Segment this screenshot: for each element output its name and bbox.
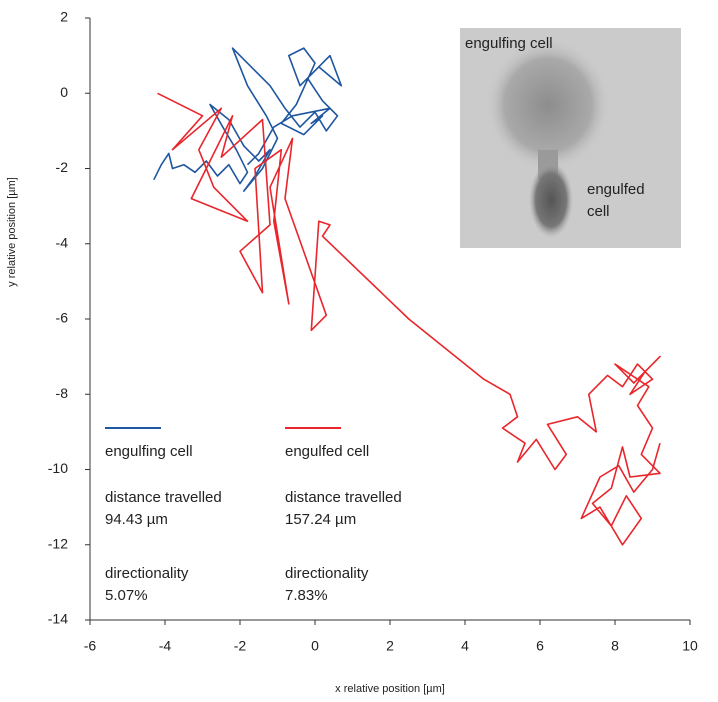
stat-value: 94.43 µm bbox=[105, 511, 168, 528]
x-tick-label: 6 bbox=[536, 638, 544, 654]
stat-label: directionality bbox=[105, 565, 189, 582]
x-tick-label: 4 bbox=[461, 638, 469, 654]
y-tick-label: 0 bbox=[60, 84, 68, 100]
y-tick-label: -4 bbox=[56, 234, 69, 250]
inset-label: cell bbox=[587, 203, 610, 220]
x-tick-label: 2 bbox=[386, 638, 394, 654]
x-axis-label: x relative position [µm] bbox=[335, 683, 445, 695]
legend-label: engulfed cell bbox=[285, 443, 369, 460]
inset-label: engulfed bbox=[587, 181, 645, 198]
stat-value: 5.07% bbox=[105, 587, 148, 604]
x-tick-label: 8 bbox=[611, 638, 619, 654]
y-tick-label: -6 bbox=[56, 310, 69, 326]
y-tick-label: 2 bbox=[60, 9, 68, 25]
x-tick-label: -4 bbox=[159, 638, 172, 654]
stat-value: 157.24 µm bbox=[285, 511, 356, 528]
trajectory bbox=[153, 47, 343, 192]
trajectory bbox=[157, 92, 661, 546]
stat-value: 7.83% bbox=[285, 587, 328, 604]
y-axis-label: y relative position [µm] bbox=[6, 177, 18, 287]
y-tick-label: -12 bbox=[48, 535, 68, 551]
y-tick-label: -14 bbox=[48, 611, 68, 627]
x-tick-label: 0 bbox=[311, 638, 319, 654]
stat-label: distance travelled bbox=[105, 489, 222, 506]
stat-label: directionality bbox=[285, 565, 369, 582]
y-tick-label: -8 bbox=[56, 385, 69, 401]
inset-photo bbox=[460, 28, 681, 248]
x-tick-label: 10 bbox=[682, 638, 698, 654]
y-tick-label: -10 bbox=[48, 460, 68, 476]
inset-label: engulfing cell bbox=[465, 35, 553, 52]
stat-label: distance travelled bbox=[285, 489, 402, 506]
x-tick-label: -6 bbox=[84, 638, 97, 654]
x-tick-label: -2 bbox=[234, 638, 247, 654]
y-tick-label: -2 bbox=[56, 159, 69, 175]
legend-label: engulfing cell bbox=[105, 443, 193, 460]
